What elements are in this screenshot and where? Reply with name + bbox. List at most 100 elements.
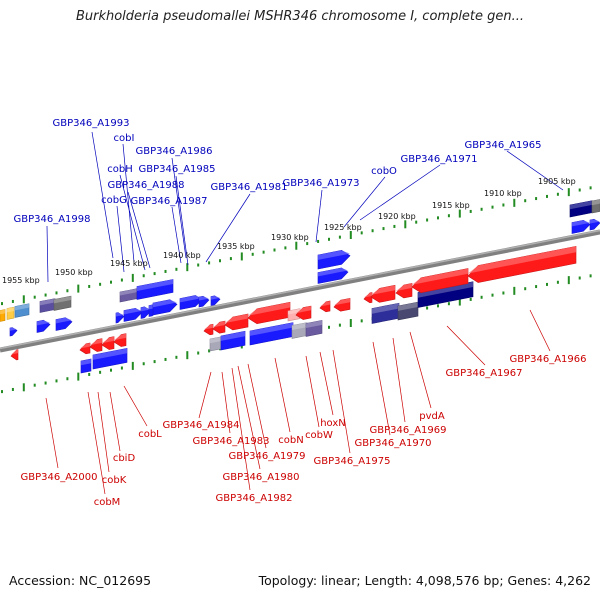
reverse-gene-arrow[interactable] xyxy=(467,245,577,284)
reverse-gene-arrow[interactable] xyxy=(295,305,312,321)
gene-label[interactable]: cobH xyxy=(107,164,132,175)
forward-gene-arrow[interactable] xyxy=(140,306,152,319)
gene-label[interactable]: GBP346_A1980 xyxy=(222,472,299,483)
operon-block[interactable] xyxy=(291,322,308,339)
forward-gene-arrow[interactable] xyxy=(589,218,600,231)
gene-label[interactable]: hoxN xyxy=(320,418,346,429)
gene-label[interactable]: GBP346_A1983 xyxy=(192,436,269,447)
gene-label[interactable]: GBP346_A1971 xyxy=(400,154,477,165)
leader-line xyxy=(315,189,323,243)
forward-gene-arrow[interactable] xyxy=(317,249,351,270)
forward-gene-arrow[interactable] xyxy=(210,295,221,306)
gene-label[interactable]: GBP346_A1982 xyxy=(215,493,292,504)
operon-block[interactable] xyxy=(119,288,138,303)
reverse-gene-arrow[interactable] xyxy=(395,283,413,299)
kbp-label: 1905 kbp xyxy=(538,177,576,186)
operon-block[interactable] xyxy=(80,358,92,374)
leader-line xyxy=(529,309,551,352)
gene-label[interactable]: cobI xyxy=(114,133,135,144)
operon-block[interactable] xyxy=(220,330,246,351)
leader-line xyxy=(305,355,320,428)
gene-label[interactable]: GBP346_A1973 xyxy=(282,178,359,189)
reverse-gene-arrow[interactable] xyxy=(224,313,249,332)
leader-line xyxy=(409,331,432,409)
operon-block[interactable] xyxy=(14,303,30,318)
reverse-gene-arrow[interactable] xyxy=(79,342,91,355)
operon-block[interactable] xyxy=(371,302,400,324)
leader-line xyxy=(392,337,406,423)
gene-label[interactable]: cobM xyxy=(94,497,121,508)
forward-gene-arrow[interactable] xyxy=(123,307,143,322)
operon-block[interactable] xyxy=(305,320,323,337)
leader-line xyxy=(46,225,49,283)
leader-line xyxy=(506,150,564,191)
gene-label[interactable]: GBP346_A1967 xyxy=(445,368,522,379)
reverse-gene-arrow[interactable] xyxy=(212,320,226,334)
reverse-gene-arrow[interactable] xyxy=(333,298,351,312)
gene-label[interactable]: GBP346_A2000 xyxy=(20,472,97,483)
kbp-label: 1940 kbp xyxy=(163,251,201,260)
gene-label[interactable]: GBP346_A1981 xyxy=(210,182,287,193)
gene-label[interactable]: GBP346_A1993 xyxy=(52,118,129,129)
operon-block[interactable] xyxy=(397,301,419,321)
gene-label[interactable]: cobG xyxy=(101,195,127,206)
reverse-gene-arrow[interactable] xyxy=(113,333,127,348)
gene-label[interactable]: GBP346_A1979 xyxy=(228,451,305,462)
leader-line xyxy=(97,391,110,473)
operon-block[interactable] xyxy=(287,308,301,322)
forward-gene-arrow[interactable] xyxy=(571,219,591,234)
gene-label[interactable]: cobO xyxy=(371,166,397,177)
gene-label[interactable]: GBP346_A1988 xyxy=(107,180,184,191)
gene-label[interactable]: GBP346_A1965 xyxy=(464,140,541,151)
operon-block[interactable] xyxy=(39,298,56,313)
page-title: Burkholderia pseudomallei MSHR346 chromo… xyxy=(75,9,525,24)
gene-label[interactable]: GBP346_A1985 xyxy=(138,164,215,175)
reverse-gene-arrow[interactable] xyxy=(89,338,103,353)
gene-label[interactable]: cobK xyxy=(102,475,127,486)
operon-block[interactable] xyxy=(136,279,174,300)
operon-block[interactable] xyxy=(209,336,222,352)
gene-label[interactable]: cbiD xyxy=(113,453,136,464)
reverse-gene-arrow[interactable] xyxy=(370,284,396,304)
gene-label[interactable]: GBP346_A1984 xyxy=(162,420,239,431)
topology-text: Topology: linear; Length: 4,098,576 bp; … xyxy=(258,573,591,588)
gene-label[interactable]: GBP346_A1970 xyxy=(354,438,431,449)
gene-label[interactable]: GBP346_A1969 xyxy=(369,425,446,436)
operon-block[interactable] xyxy=(92,347,128,370)
gene-label[interactable]: cobW xyxy=(305,430,333,441)
reverse-gene-arrow[interactable] xyxy=(203,323,214,336)
forward-gene-arrow[interactable] xyxy=(36,319,51,333)
operon-block[interactable] xyxy=(249,322,294,346)
gene-label[interactable]: pvdA xyxy=(419,411,445,422)
operon-block[interactable] xyxy=(0,309,6,322)
operon-block[interactable] xyxy=(569,200,593,218)
forward-gene-arrow[interactable] xyxy=(179,294,203,310)
gene-label[interactable]: GBP346_A1986 xyxy=(135,146,212,157)
gene-label[interactable]: GBP346_A1966 xyxy=(509,354,586,365)
reverse-gene-arrow[interactable] xyxy=(101,336,115,351)
operon-block[interactable] xyxy=(53,295,72,311)
forward-gene-arrow[interactable] xyxy=(9,327,18,337)
forward-gene-arrow[interactable] xyxy=(115,311,125,324)
leader-line xyxy=(87,391,106,495)
gene-label[interactable]: GBP346_A1987 xyxy=(130,196,207,207)
backbone-highlight xyxy=(0,229,600,350)
forward-gene-arrow[interactable] xyxy=(317,267,349,284)
forward-gene-arrow[interactable] xyxy=(55,316,73,331)
reverse-gene-arrow[interactable] xyxy=(10,349,19,361)
gene-label[interactable]: GBP346_A1975 xyxy=(313,456,390,467)
forward-gene-arrow[interactable] xyxy=(152,298,178,316)
forward-gene-arrow[interactable] xyxy=(198,295,210,308)
backbone-line xyxy=(0,229,600,353)
reverse-gene-arrow[interactable] xyxy=(247,301,291,325)
operon-block[interactable] xyxy=(6,306,15,320)
leader-line xyxy=(343,176,386,228)
leader-line xyxy=(91,131,114,259)
reverse-gene-arrow[interactable] xyxy=(319,300,331,313)
reverse-gene-arrow[interactable] xyxy=(363,292,373,304)
gene-label[interactable]: cobN xyxy=(278,435,303,446)
operon-block[interactable] xyxy=(591,199,600,214)
gene-label[interactable]: GBP346_A1998 xyxy=(13,214,90,225)
gene-label[interactable]: cobL xyxy=(138,429,162,440)
